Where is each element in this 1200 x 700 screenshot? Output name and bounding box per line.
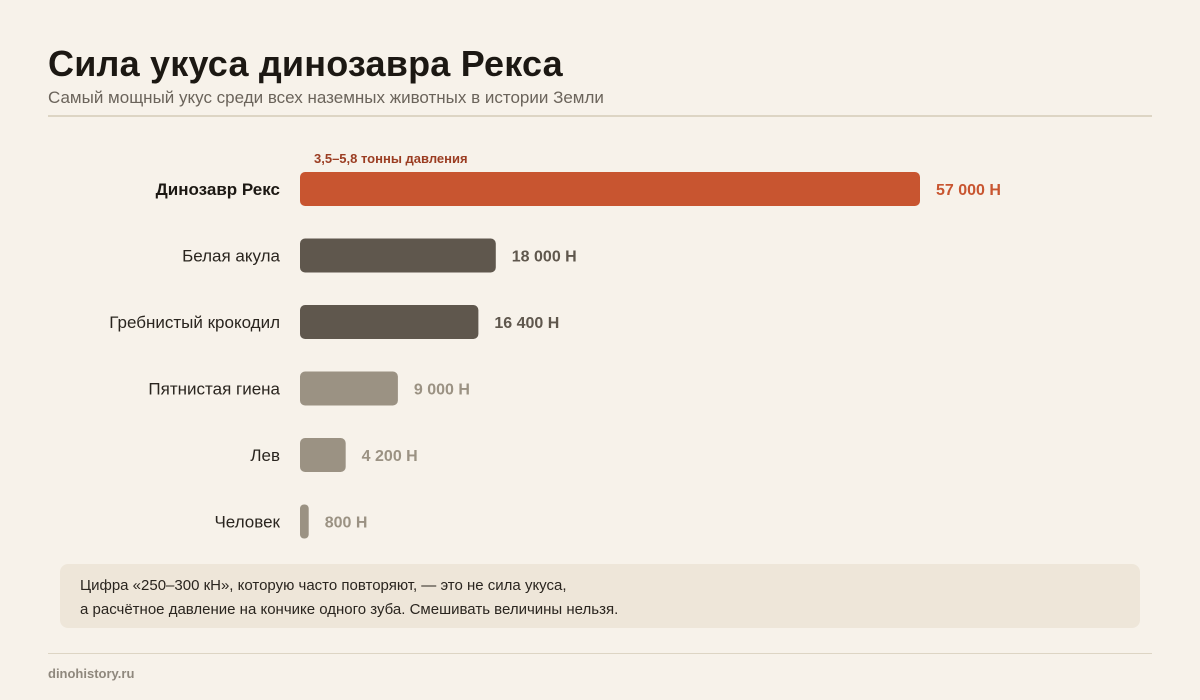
note-line-2: а расчётное давление на кончике одного з… bbox=[80, 601, 619, 618]
category-label-0: Динозавр Рекс bbox=[156, 180, 280, 199]
bar-3 bbox=[300, 371, 398, 406]
note-line-1: Цифра «250–300 кН», которую часто повтор… bbox=[80, 577, 567, 594]
note-box: Цифра «250–300 кН», которую часто повтор… bbox=[60, 564, 1140, 628]
category-label-1: Белая акула bbox=[182, 247, 280, 266]
chart-header: Сила укуса динозавра Рекса Самый мощный … bbox=[48, 44, 1152, 108]
bar-0 bbox=[300, 172, 920, 206]
value-label-4: 4 200 Н bbox=[362, 448, 418, 465]
category-label-2: Гребнистый крокодил bbox=[109, 313, 280, 332]
chart-subtitle: Самый мощный укус среди всех наземных жи… bbox=[48, 88, 604, 107]
source-credit: dinohistory.ru bbox=[48, 666, 135, 681]
category-label-4: Лев bbox=[250, 446, 280, 465]
bar-5 bbox=[300, 504, 309, 539]
bite-force-bar-chart: Динозавр Рекс 57 000 Н 3,5–5,8 тонны давле… bbox=[109, 151, 1001, 539]
value-label-2: 16 400 Н bbox=[494, 315, 559, 332]
chart-title: Сила укуса динозавра Рекса bbox=[48, 43, 563, 84]
category-label-5: Человек bbox=[214, 513, 280, 532]
bar-4 bbox=[300, 438, 346, 472]
bar-annotation: 3,5–5,8 тонны давления bbox=[314, 151, 468, 166]
value-label-5: 800 Н bbox=[325, 515, 368, 532]
footer-divider bbox=[48, 653, 1152, 654]
bar-2 bbox=[300, 305, 479, 339]
value-label-0: 57 000 Н bbox=[936, 182, 1001, 199]
value-label-1: 18 000 Н bbox=[512, 249, 577, 266]
bar-1 bbox=[300, 238, 496, 273]
header-divider bbox=[48, 115, 1152, 117]
value-label-3: 9 000 Н bbox=[414, 382, 470, 399]
category-label-3: Пятнистая гиена bbox=[148, 380, 280, 399]
